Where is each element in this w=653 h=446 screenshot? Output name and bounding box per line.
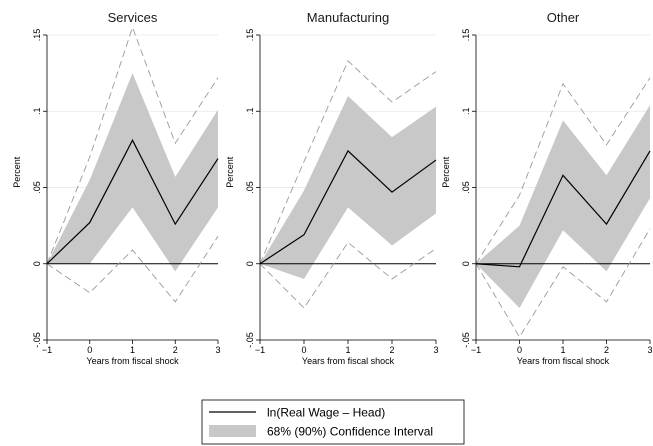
x-tick-label: 1 [560,345,565,355]
legend-band-swatch [209,425,256,437]
y-tick-label: .15 [461,29,471,42]
x-tick-label: −1 [42,345,52,355]
x-axis-label: Years from fiscal shock [517,356,610,366]
x-axis-label: Years from fiscal shock [302,356,395,366]
ci68-band [47,73,218,272]
panel-other: Other -.05 0 .05 .1 .15 −1 0 1 2 3 Years from fisca… [441,10,653,366]
y-tick-label: .1 [461,107,471,115]
legend-label-band: 68% (90%) Confidence Interval [267,425,433,439]
x-tick-label: 0 [301,345,306,355]
y-tick-label: .1 [32,107,42,115]
panel-title: Services [108,10,158,25]
x-tick-label: 2 [173,345,178,355]
ci90-upper-line [259,60,437,264]
x-tick-label: −1 [255,345,265,355]
ci68-band [476,105,650,308]
x-tick-label: 2 [389,345,394,355]
x-tick-label: 3 [647,345,652,355]
panel-manufacturing: Manufacturing -.05 0 .05 .1 .15 −1 0 1 2 3 Years fr… [225,10,439,366]
y-tick-label: .05 [245,181,255,194]
x-tick-label: 3 [433,345,438,355]
ci90-lower-line [46,236,219,303]
y-tick-label: -.05 [32,332,42,348]
y-tick-label: .05 [461,181,471,194]
panel-title: Manufacturing [307,10,389,25]
y-tick-label: 0 [461,261,471,266]
x-tick-label: 2 [604,345,609,355]
y-tick-label: 0 [32,261,42,266]
y-tick-label: .15 [245,29,255,42]
panel-services: Services -.05 0 .05 .1 .15 −1 0 1 2 3 Years from fi… [12,10,221,366]
y-tick-label: .15 [32,29,42,42]
legend-label-line: ln(Real Wage – Head) [267,406,385,420]
x-tick-label: 0 [87,345,92,355]
ci90-upper-line [475,77,651,264]
x-tick-label: 1 [130,345,135,355]
y-tick-label: .05 [32,181,42,194]
y-axis-label: Percent [12,156,22,188]
x-axis-label: Years from fiscal shock [86,356,179,366]
y-tick-label: -.05 [245,332,255,348]
x-tick-label: 0 [517,345,522,355]
y-tick-label: -.05 [461,332,471,348]
series-line [475,150,651,268]
panel-title: Other [547,10,580,25]
y-axis-label: Percent [225,156,235,188]
legend: ln(Real Wage – Head) 68% (90%) Confidenc… [201,399,465,445]
y-tick-label: 0 [245,261,255,266]
series-line [259,149,437,265]
y-axis-label: Percent [441,156,451,188]
y-tick-label: .1 [245,107,255,115]
x-tick-label: −1 [471,345,481,355]
ci68-band [260,96,436,279]
ci90-lower-line [475,228,651,338]
series-line [46,138,219,265]
ci90-upper-line [46,26,219,264]
x-tick-label: 1 [345,345,350,355]
x-tick-label: 3 [215,345,220,355]
